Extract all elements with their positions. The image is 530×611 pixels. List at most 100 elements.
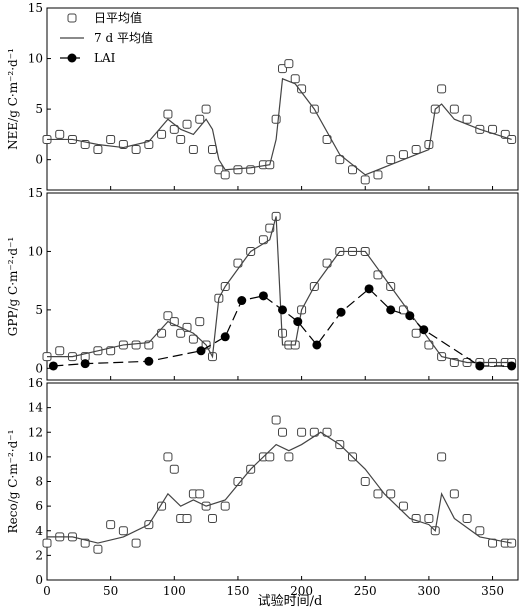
nee-daily-point xyxy=(207,145,217,155)
reco-daily-point xyxy=(271,415,281,425)
gpp-lai-point xyxy=(419,325,429,335)
reco-y-tick-label: 10 xyxy=(28,450,43,464)
gpp-lai-point xyxy=(336,307,346,317)
reco-y-tick-label: 14 xyxy=(28,401,44,415)
nee-daily-point xyxy=(157,129,167,139)
reco-daily-point xyxy=(131,538,141,548)
reco-daily-point xyxy=(449,489,459,499)
nee-daily-point xyxy=(188,145,198,155)
reco-y-tick-label: 8 xyxy=(35,475,43,489)
x-tick-label: 100 xyxy=(163,584,186,598)
gpp-lai-point xyxy=(237,296,247,306)
gpp-daily-point xyxy=(55,346,65,356)
nee-plot-frame xyxy=(46,7,519,191)
nee-y-tick-label: 5 xyxy=(35,102,43,116)
gpp-lai-point xyxy=(293,317,303,327)
reco-daily-point xyxy=(373,489,383,499)
reco-y-tick-label: 0 xyxy=(35,573,43,587)
reco-y-tick-label: 16 xyxy=(28,376,43,390)
nee-daily-point xyxy=(284,59,294,69)
reco-daily-point xyxy=(182,513,192,523)
legend-label: 日平均值 xyxy=(94,10,142,25)
reco-daily-point xyxy=(386,489,396,499)
reco-daily-point xyxy=(424,513,434,523)
nee-daily-point xyxy=(278,64,287,74)
reco-y-axis-label: Reco/g C·m⁻²·d⁻¹ xyxy=(6,430,20,534)
nee-daily-point xyxy=(163,109,173,119)
legend-label: LAI xyxy=(94,51,116,65)
nee-daily-point xyxy=(437,84,447,94)
nee-daily-point xyxy=(201,104,211,114)
gpp-lai-point xyxy=(405,311,415,321)
legend-label: 7 d 平均值 xyxy=(94,30,153,45)
nee-daily-point xyxy=(360,175,370,185)
gpp-daily-point xyxy=(176,328,186,338)
gpp-y-tick-label: 5 xyxy=(35,303,43,317)
gpp-lai-point xyxy=(507,361,517,371)
nee-y-tick-label: 15 xyxy=(28,1,43,15)
gpp-lai-point xyxy=(278,305,287,315)
gpp-lai-point xyxy=(475,361,485,371)
reco-daily-point xyxy=(475,526,485,536)
reco-y-tick-label: 2 xyxy=(35,548,43,562)
x-tick-label: 200 xyxy=(290,584,313,598)
gpp-line-7d xyxy=(47,216,512,364)
reco-daily-point xyxy=(265,452,275,462)
gpp-daily-point xyxy=(411,328,421,338)
gpp-lai-point xyxy=(144,356,154,366)
nee-y-axis-label: NEE/g C·m⁻²·d⁻¹ xyxy=(6,48,20,150)
panel-gpp: 0 5 10 15 GPP/g C·m⁻²·d⁻¹ xyxy=(6,186,519,381)
panel-nee: 0 5 10 15 NEE/g C·m⁻²·d⁻¹ 日平均值 7 d 平均值 LAI xyxy=(6,1,519,191)
reco-line-7d xyxy=(47,431,512,544)
nee-daily-point xyxy=(386,155,396,165)
x-tick-label: 250 xyxy=(354,584,377,598)
x-tick-label: 300 xyxy=(417,584,440,598)
reco-daily-point xyxy=(163,452,173,462)
reco-y-tick-label: 12 xyxy=(28,425,43,439)
reco-daily-point xyxy=(42,538,52,548)
nee-daily-point xyxy=(449,104,459,114)
nee-y-tick-label: 10 xyxy=(28,52,43,66)
gpp-daily-point xyxy=(163,311,173,321)
x-axis-label: 试验时间/d xyxy=(258,593,323,609)
gpp-lai-point xyxy=(80,359,90,369)
reco-daily-point xyxy=(284,452,294,462)
nee-y-tick-label: 0 xyxy=(35,153,43,167)
reco-daily-point xyxy=(360,477,370,486)
nee-daily-point xyxy=(131,145,141,155)
reco-y-tick-label: 4 xyxy=(35,524,43,538)
reco-daily-point xyxy=(207,513,217,523)
reco-daily-point xyxy=(278,427,287,437)
gpp-daily-point xyxy=(131,340,141,350)
gpp-daily-point xyxy=(157,328,167,338)
nee-daily-point xyxy=(55,129,65,139)
nee-daily-point xyxy=(182,119,192,129)
gpp-y-tick-label: 15 xyxy=(28,186,43,200)
gpp-daily-point xyxy=(195,317,205,327)
gpp-lai-point xyxy=(258,291,268,301)
x-tick-label: 0 xyxy=(43,584,51,598)
gpp-lai-point xyxy=(48,361,58,371)
nee-daily-point xyxy=(169,124,179,134)
gpp-lai-point xyxy=(364,284,374,294)
nee-daily-point xyxy=(348,165,358,175)
nee-line-7d xyxy=(47,77,512,176)
gpp-lai-point xyxy=(312,340,322,350)
reco-y-tick-label: 6 xyxy=(35,499,43,513)
nee-daily-point xyxy=(335,155,345,165)
x-axis-ticks: 0 50 100 150 200 250 300 350 xyxy=(43,584,504,598)
nee-daily-point xyxy=(411,145,421,155)
gpp-lai-point xyxy=(196,346,206,356)
reco-daily-point xyxy=(106,520,116,530)
nee-daily-point xyxy=(220,170,230,180)
reco-daily-point xyxy=(462,513,472,523)
gpp-y-tick-label: 0 xyxy=(35,361,43,375)
x-tick-label: 150 xyxy=(226,584,249,598)
nee-daily-point xyxy=(195,114,205,124)
gpp-y-axis-label: GPP/g C·m⁻²·d⁻¹ xyxy=(6,237,20,336)
nee-daily-point xyxy=(176,134,186,144)
gpp-lai-point xyxy=(220,332,230,342)
panel-reco: 0 2 4 6 8 10 12 14 16 Reco/g C·m⁻²·d⁻¹ xyxy=(6,376,519,587)
reco-daily-point xyxy=(93,544,103,554)
nee-daily-point xyxy=(290,74,300,84)
